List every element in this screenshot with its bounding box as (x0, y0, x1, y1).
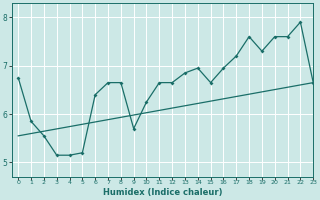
X-axis label: Humidex (Indice chaleur): Humidex (Indice chaleur) (103, 188, 222, 197)
